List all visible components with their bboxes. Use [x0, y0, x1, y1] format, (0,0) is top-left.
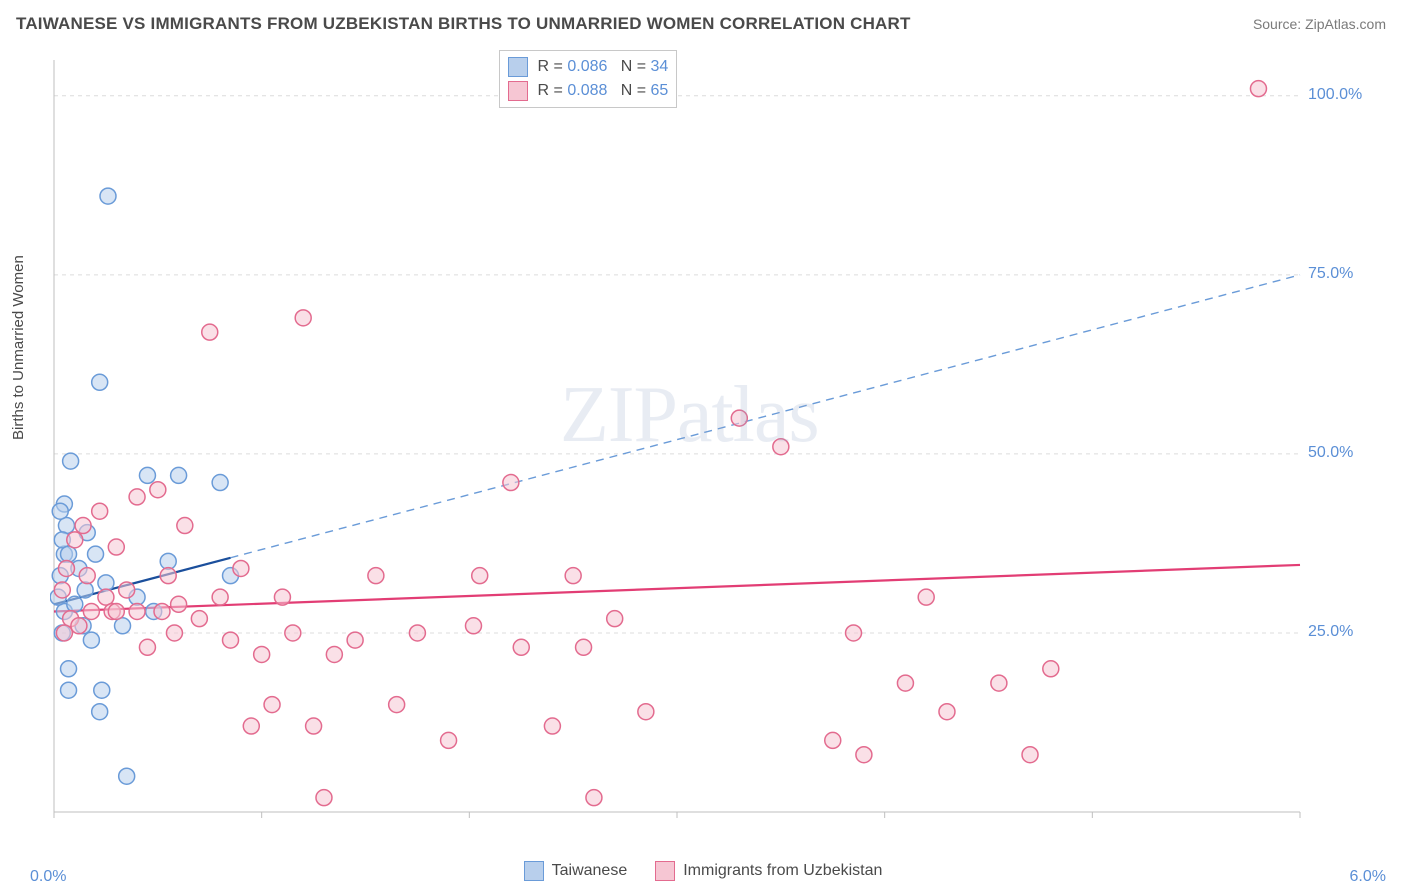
legend-swatch — [508, 57, 528, 77]
legend-item: Immigrants from Uzbekistan — [655, 861, 882, 881]
legend-stats: R = 0.086 N = 34 — [538, 58, 669, 76]
y-tick-label: 25.0% — [1308, 623, 1353, 641]
legend-label: Taiwanese — [552, 862, 628, 880]
y-axis-label: Births to Unmarried Women — [10, 255, 27, 440]
y-tick-label: 75.0% — [1308, 265, 1353, 283]
y-tick-label: 50.0% — [1308, 444, 1353, 462]
source-attribution: Source: ZipAtlas.com — [1253, 16, 1386, 32]
legend-row: R = 0.088 N = 65 — [508, 79, 669, 103]
legend-row: R = 0.086 N = 34 — [508, 55, 669, 79]
scatter-chart — [50, 48, 1360, 838]
y-tick-label: 100.0% — [1308, 86, 1362, 104]
legend-item: Taiwanese — [524, 861, 628, 881]
legend-label: Immigrants from Uzbekistan — [683, 862, 882, 880]
correlation-legend: R = 0.086 N = 34 R = 0.088 N = 65 — [499, 50, 678, 108]
series-legend: Taiwanese Immigrants from Uzbekistan — [0, 861, 1406, 886]
legend-swatch — [524, 861, 544, 881]
legend-stats: R = 0.088 N = 65 — [538, 82, 669, 100]
legend-swatch — [508, 81, 528, 101]
chart-title: TAIWANESE VS IMMIGRANTS FROM UZBEKISTAN … — [16, 14, 911, 34]
legend-swatch — [655, 861, 675, 881]
